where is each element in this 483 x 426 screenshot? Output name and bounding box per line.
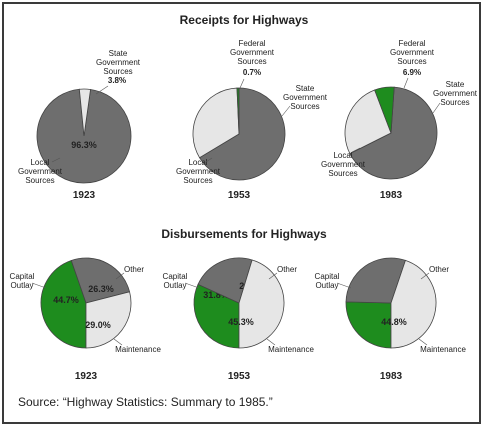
slice-capital-outlay [193, 283, 240, 349]
leader-line [418, 338, 428, 346]
leader-line [336, 282, 352, 289]
local-sources-label: Local Government Sources [321, 151, 366, 178]
state-sources-label: State Government Sources [433, 80, 478, 107]
pie-charts: 96.3% 1923 66.4%1953 66.5%1983 44.7% 26.3% 29.… [36, 86, 438, 382]
slice-other [70, 257, 131, 304]
pie-receipts-1953: 66.4%1953 [192, 87, 286, 201]
disbursements-title: Disbursements for Highways [161, 227, 327, 241]
slice-capital-outlay [345, 301, 392, 349]
state-sources-label: State Government Sources [283, 84, 328, 111]
federal-sources-label: Federal Government Sources [390, 39, 435, 66]
state-sources-label: State Government Sources [96, 49, 141, 76]
federal-sources-label: Federal Government Sources [230, 39, 275, 66]
pie-disbursements-1923: 44.7% 26.3% 29.0% 1923 [40, 257, 132, 382]
year-label: 1983 [380, 371, 403, 382]
slice-federal-government-sources [236, 87, 240, 135]
slice-state-government-sources [344, 89, 392, 155]
maintenance-label: Maintenance [268, 345, 314, 354]
pie-disbursements-1953: 31.8%22.9%45.3%1953 [193, 257, 285, 382]
capital-outlay-label: Capital Outlay [10, 272, 35, 290]
year-label: 1923 [75, 371, 98, 382]
leader-line [113, 338, 123, 346]
slice-value-label: 44.8% [381, 317, 407, 327]
leader-line [351, 147, 361, 153]
slice-value-label: 29.0% [85, 320, 111, 330]
leader-line [420, 272, 430, 280]
maintenance-label: Maintenance [420, 345, 466, 354]
year-label: 1923 [73, 190, 96, 201]
slice-value-label: 45.3% [228, 317, 254, 327]
source-note: Source: “Highway Statistics: Summary to … [18, 395, 273, 409]
federal-sources-percent: 6.9% [403, 68, 421, 77]
slice-local-government-sources [36, 88, 132, 184]
leader-line [239, 78, 245, 89]
state-sources-percent: 3.8% [108, 76, 126, 85]
leader-line [432, 102, 441, 114]
receipts-title: Receipts for Highways [180, 13, 309, 27]
slice-state-government-sources [78, 88, 91, 137]
slice-capital-outlay [40, 259, 87, 349]
leader-line [51, 157, 61, 163]
maintenance-label: Maintenance [115, 345, 161, 354]
pie-receipts-1983: 66.5%1983 [344, 86, 438, 201]
leader-line [268, 272, 278, 280]
leader-line [403, 77, 409, 89]
federal-sources-percent: 0.7% [243, 68, 261, 77]
slice-local-government-sources [349, 86, 438, 180]
slice-value-label: 96.3% [71, 140, 97, 150]
local-sources-label: Local Government Sources [176, 158, 221, 185]
slice-local-government-sources [199, 87, 286, 181]
leader-line [184, 282, 200, 289]
leader-line [266, 338, 276, 346]
year-label: 1953 [228, 190, 251, 201]
other-label: Other [277, 265, 297, 274]
slice-value-label: 26.3% [88, 284, 114, 294]
slice-maintenance [390, 259, 437, 349]
pie-receipts-1923: 96.3% 1923 [36, 88, 132, 201]
other-label: Other [124, 265, 144, 274]
other-label: Other [429, 265, 449, 274]
slice-value-label: 44.7% [53, 295, 79, 305]
slice-other [197, 257, 253, 304]
year-label: 1953 [228, 371, 251, 382]
slice-maintenance [238, 259, 285, 349]
slice-state-government-sources [192, 87, 240, 159]
capital-outlay-label: Capital Outlay [315, 272, 340, 290]
leader-line [115, 272, 125, 280]
slice-other [345, 257, 406, 304]
slice-maintenance [85, 291, 132, 349]
pie-disbursements-1983: 25.4%29.8%44.8%1983 [345, 257, 437, 382]
leader-line [281, 105, 291, 117]
slice-value-label: 31.8% [203, 290, 229, 300]
local-sources-label: Local Government Sources [18, 158, 63, 185]
leader-line [31, 282, 47, 289]
leader-line [95, 85, 109, 95]
leader-line [205, 157, 213, 163]
year-label: 1983 [380, 190, 403, 201]
slice-federal-government-sources [374, 86, 395, 134]
capital-outlay-label: Capital Outlay [163, 272, 188, 290]
